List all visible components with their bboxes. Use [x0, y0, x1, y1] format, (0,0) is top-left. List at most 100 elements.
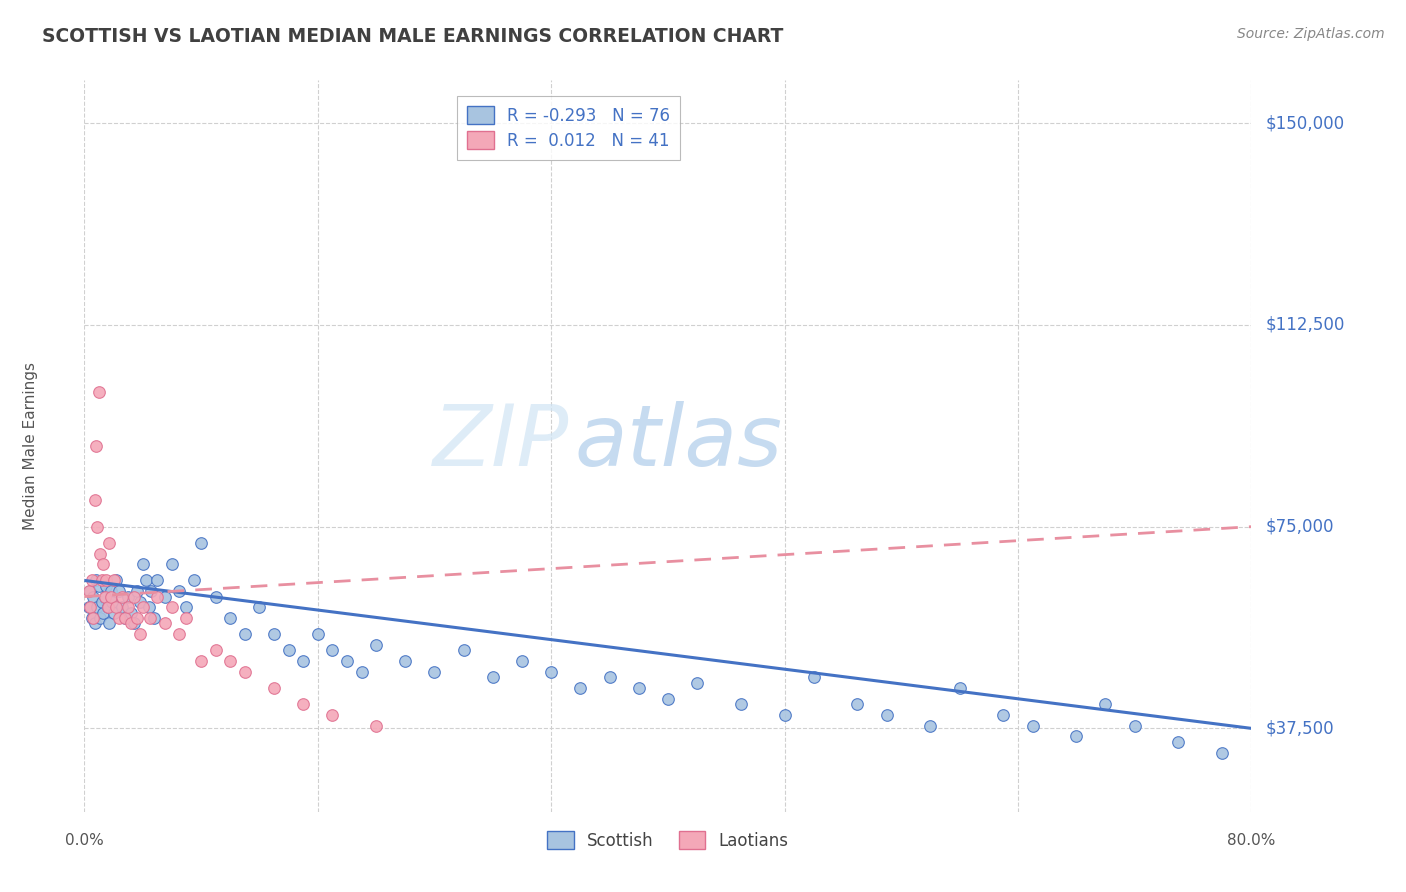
Point: [423, 665, 446, 679]
Point: [540, 665, 562, 679]
Point: [100, 584, 122, 599]
Text: SCOTTISH VS LAOTIAN MEDIAN MALE EARNINGS CORRELATION CHART: SCOTTISH VS LAOTIAN MEDIAN MALE EARNINGS…: [42, 27, 783, 45]
Point: [97, 600, 120, 615]
Point: [1021, 719, 1043, 733]
Text: 80.0%: 80.0%: [1227, 833, 1275, 848]
Point: [80, 611, 103, 625]
Point: [96, 574, 118, 588]
Point: [249, 600, 271, 615]
Point: [160, 558, 183, 572]
Point: [176, 611, 198, 625]
Point: [128, 595, 150, 609]
Text: $150,000: $150,000: [1265, 114, 1344, 132]
Point: [1123, 719, 1146, 733]
Point: [204, 643, 226, 657]
Point: [83, 492, 105, 507]
Point: [114, 611, 136, 625]
Point: [122, 590, 145, 604]
Point: [453, 643, 475, 657]
Point: [146, 574, 169, 588]
Point: [176, 600, 198, 615]
Point: [94, 590, 117, 604]
Point: [96, 579, 118, 593]
Point: [125, 584, 148, 599]
Point: [160, 600, 183, 615]
Point: [132, 600, 155, 615]
Point: [84, 439, 107, 453]
Point: [105, 600, 128, 615]
Point: [79, 584, 101, 599]
Point: [510, 654, 533, 668]
Point: [87, 385, 110, 400]
Point: [190, 536, 212, 550]
Point: [141, 584, 163, 599]
Point: [993, 707, 1015, 722]
Point: [80, 574, 103, 588]
Point: [321, 643, 343, 657]
Point: [153, 616, 176, 631]
Point: [321, 707, 343, 722]
Point: [394, 654, 416, 668]
Point: [366, 638, 388, 652]
Point: [114, 611, 136, 625]
Point: [846, 697, 869, 711]
Point: [1066, 730, 1088, 744]
Point: [122, 616, 145, 631]
Text: $112,500: $112,500: [1265, 316, 1344, 334]
Point: [773, 707, 796, 722]
Point: [105, 574, 128, 588]
Point: [87, 579, 110, 593]
Point: [292, 697, 315, 711]
Point: [190, 654, 212, 668]
Point: [277, 643, 299, 657]
Point: [94, 590, 117, 604]
Point: [167, 584, 190, 599]
Point: [366, 719, 388, 733]
Point: [108, 611, 131, 625]
Point: [135, 574, 157, 588]
Point: [204, 590, 226, 604]
Point: [111, 590, 134, 604]
Point: [132, 558, 155, 572]
Point: [167, 627, 190, 641]
Point: [83, 616, 105, 631]
Point: [91, 558, 114, 572]
Point: [84, 574, 107, 588]
Text: ZIP: ZIP: [433, 401, 568, 483]
Point: [103, 574, 125, 588]
Point: [79, 600, 101, 615]
Point: [143, 611, 166, 625]
Point: [128, 627, 150, 641]
Point: [482, 670, 505, 684]
Point: [146, 590, 169, 604]
Point: [117, 600, 139, 615]
Point: [336, 654, 359, 668]
Point: [98, 616, 121, 631]
Point: [803, 670, 825, 684]
Point: [350, 665, 373, 679]
Point: [920, 719, 942, 733]
Point: [263, 627, 285, 641]
Text: Source: ZipAtlas.com: Source: ZipAtlas.com: [1237, 27, 1385, 41]
Point: [599, 670, 621, 684]
Point: [82, 590, 104, 604]
Point: [569, 681, 592, 695]
Point: [219, 654, 242, 668]
Point: [1211, 746, 1233, 760]
Point: [89, 611, 111, 625]
Point: [949, 681, 972, 695]
Point: [627, 681, 650, 695]
Text: $37,500: $37,500: [1265, 719, 1334, 738]
Point: [100, 590, 122, 604]
Point: [97, 600, 120, 615]
Legend: Scottish, Laotians: Scottish, Laotians: [538, 823, 797, 858]
Text: $75,000: $75,000: [1265, 517, 1334, 536]
Point: [292, 654, 315, 668]
Point: [90, 574, 112, 588]
Point: [82, 611, 104, 625]
Point: [263, 681, 285, 695]
Point: [86, 519, 108, 533]
Point: [77, 584, 100, 599]
Point: [686, 675, 709, 690]
Text: atlas: atlas: [575, 401, 783, 483]
